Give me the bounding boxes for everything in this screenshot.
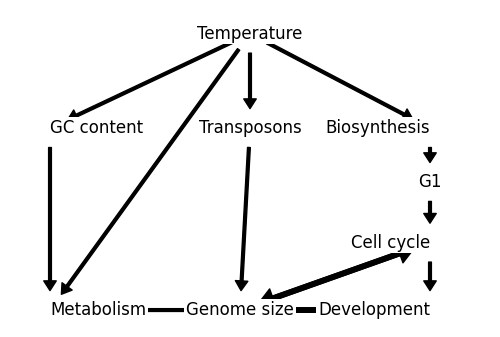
FancyArrowPatch shape [44, 148, 56, 290]
FancyArrowPatch shape [424, 148, 436, 162]
Text: Cell cycle: Cell cycle [351, 234, 430, 252]
FancyArrowPatch shape [68, 41, 233, 121]
FancyArrowPatch shape [424, 202, 436, 223]
Text: Genome size: Genome size [186, 301, 294, 319]
FancyArrowPatch shape [70, 304, 220, 316]
FancyArrowPatch shape [260, 300, 410, 320]
FancyArrowPatch shape [266, 41, 413, 120]
Text: Biosynthesis: Biosynthesis [326, 119, 430, 137]
Text: Temperature: Temperature [198, 25, 302, 43]
Text: Transposons: Transposons [198, 119, 302, 137]
FancyArrowPatch shape [258, 246, 415, 308]
Text: G1: G1 [418, 173, 442, 191]
FancyArrowPatch shape [424, 262, 436, 290]
FancyArrowPatch shape [244, 53, 256, 109]
FancyArrowPatch shape [236, 147, 250, 290]
FancyArrowPatch shape [258, 244, 414, 306]
Text: Metabolism: Metabolism [50, 301, 146, 319]
FancyArrowPatch shape [260, 300, 410, 320]
FancyArrowPatch shape [62, 49, 240, 294]
Text: GC content: GC content [50, 119, 143, 137]
Text: Development: Development [318, 301, 430, 319]
